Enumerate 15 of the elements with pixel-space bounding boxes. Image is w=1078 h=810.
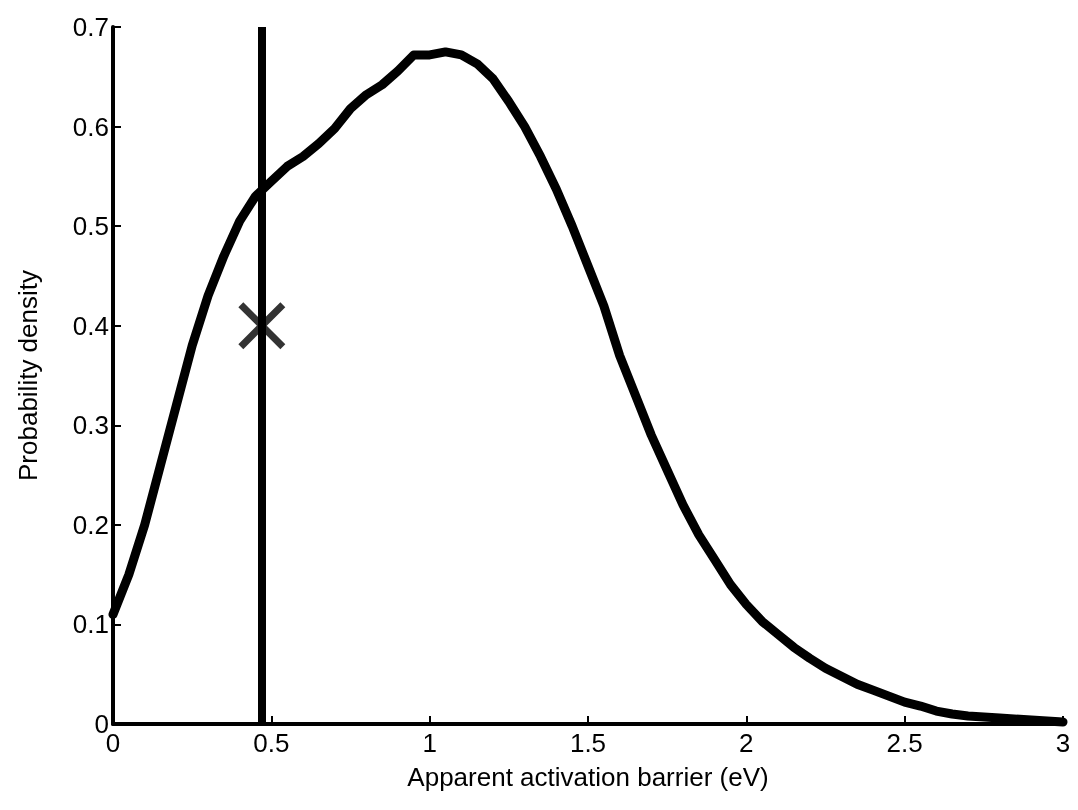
y-tick-label: 0.6: [72, 111, 109, 142]
x-tick-label: 1: [422, 728, 437, 758]
y-tick-label: 0.1: [72, 609, 109, 640]
x-tick-label: 2.5: [886, 728, 923, 758]
x-tick-label: 1.5: [569, 728, 607, 758]
y-tick-label: 0.5: [72, 211, 109, 242]
y-tick-label: 0.3: [72, 410, 109, 441]
y-tick-label: 0.2: [72, 509, 109, 540]
y-axis-title: Probability density: [13, 270, 43, 481]
x-tick-label: 0.5: [253, 728, 290, 758]
y-tick-label: 0.7: [72, 12, 109, 42]
x-axis-title: Apparent activation barrier (eV): [407, 762, 769, 792]
x-tick-label: 3: [1055, 728, 1071, 758]
y-tick-label: 0.4: [72, 310, 109, 341]
x-tick-label: 2: [739, 728, 754, 758]
